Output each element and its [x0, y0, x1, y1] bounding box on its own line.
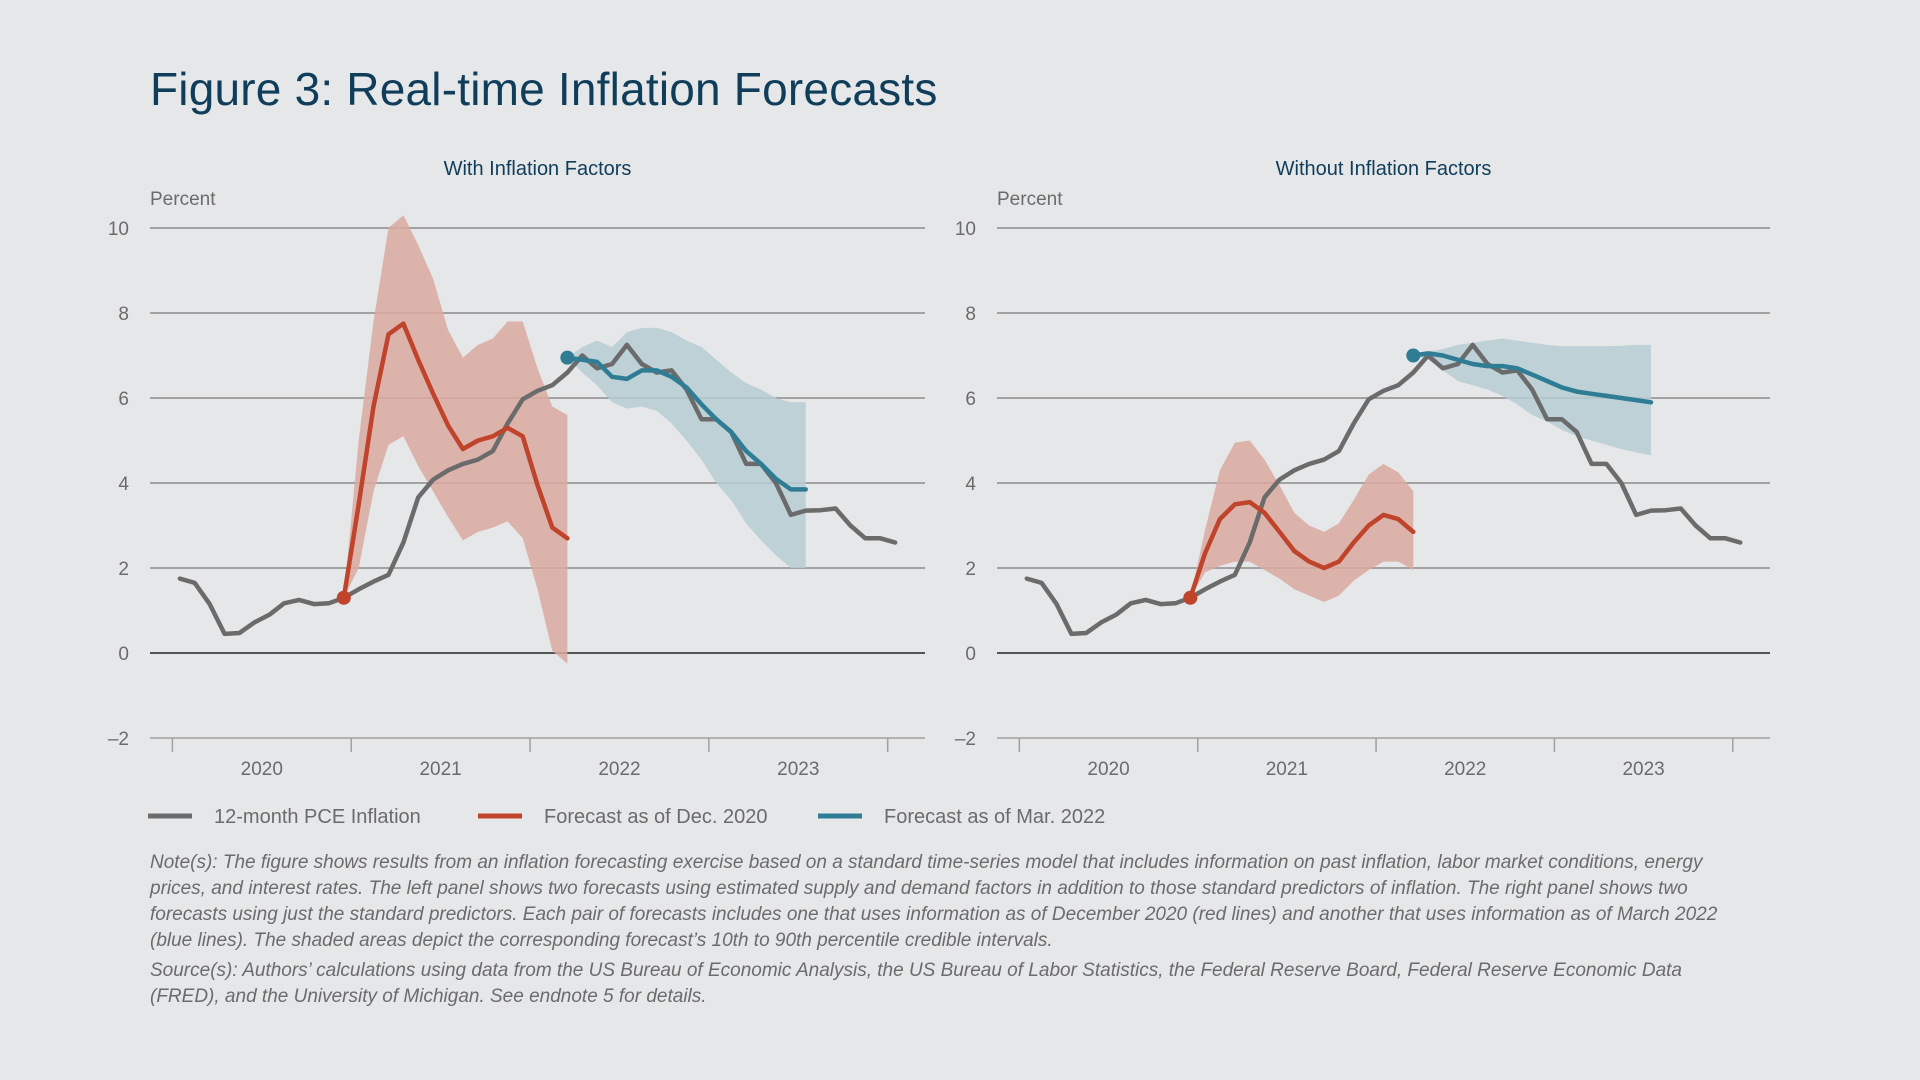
legend-label-mar2022: Forecast as of Mar. 2022 [884, 806, 1105, 828]
line-pce [1024, 342, 1743, 637]
y-tick-label: 6 [118, 389, 129, 410]
x-tick-label: 2021 [419, 759, 461, 780]
y-tick-label: 0 [965, 644, 976, 665]
band-mar2022 [1413, 338, 1651, 456]
line-mar2022 [565, 355, 808, 492]
panel-title: With Inflation Factors [444, 158, 632, 180]
legend-label-pce: 12-month PCE Inflation [214, 806, 421, 828]
start-dot-mar2022 [1406, 348, 1421, 363]
line-mar2022 [1411, 351, 1654, 405]
legend-label-dec2020: Forecast as of Dec. 2020 [544, 806, 767, 828]
source-text: Source(s): Authors’ calculations using d… [150, 960, 1682, 1007]
start-dot-dec2020 [336, 590, 351, 605]
line-pce [177, 342, 898, 637]
x-tick-label: 2023 [777, 759, 819, 780]
x-tick-label: 2022 [598, 759, 640, 780]
band-mar2022 [567, 327, 806, 568]
y-tick-label: 2 [965, 559, 976, 580]
panel-without-inflation-factors: Without Inflation Factors Percent 10 8 6 4 2 0 –… [955, 158, 1770, 780]
line-dec2020 [1188, 499, 1416, 601]
y-tick-label: 8 [965, 304, 976, 325]
y-tick-label: 6 [965, 389, 976, 410]
band-dec2020 [1190, 440, 1414, 602]
panel-title: Without Inflation Factors [1276, 158, 1492, 180]
y-tick-label: 10 [108, 219, 129, 240]
y-tick-label: 4 [965, 474, 976, 495]
x-tick-label: 2021 [1266, 759, 1308, 780]
x-tick-label: 2020 [1087, 759, 1129, 780]
y-tick-label: 10 [955, 219, 976, 240]
y-tick-label: 2 [118, 559, 129, 580]
y-tick-label: –2 [955, 729, 976, 750]
x-tick-label: 2020 [241, 759, 283, 780]
figure-title: Figure 3: Real-time Inflation Forecasts [150, 63, 938, 115]
figure-notes: Note(s): The figure shows results from a… [150, 850, 1750, 1014]
y-tick-label: 4 [118, 474, 129, 495]
y-tick-label: –2 [108, 729, 129, 750]
y-tick-label: 8 [118, 304, 129, 325]
start-dot-dec2020 [1183, 590, 1198, 605]
x-tick-label: 2022 [1444, 759, 1486, 780]
start-dot-mar2022 [560, 350, 575, 365]
legend: 12-month PCE Inflation Forecast as of De… [148, 806, 1105, 828]
panel-with-inflation-factors: With Inflation Factors Percent 10 8 6 4 2 0 –2 20… [108, 158, 925, 780]
x-tick-label: 2023 [1622, 759, 1664, 780]
line-dec2020 [341, 321, 570, 601]
note-text: Note(s): The figure shows results from a… [150, 852, 1718, 951]
y-axis-unit-label: Percent [997, 189, 1063, 210]
y-axis-unit-label: Percent [150, 189, 216, 210]
y-tick-label: 0 [118, 644, 129, 665]
